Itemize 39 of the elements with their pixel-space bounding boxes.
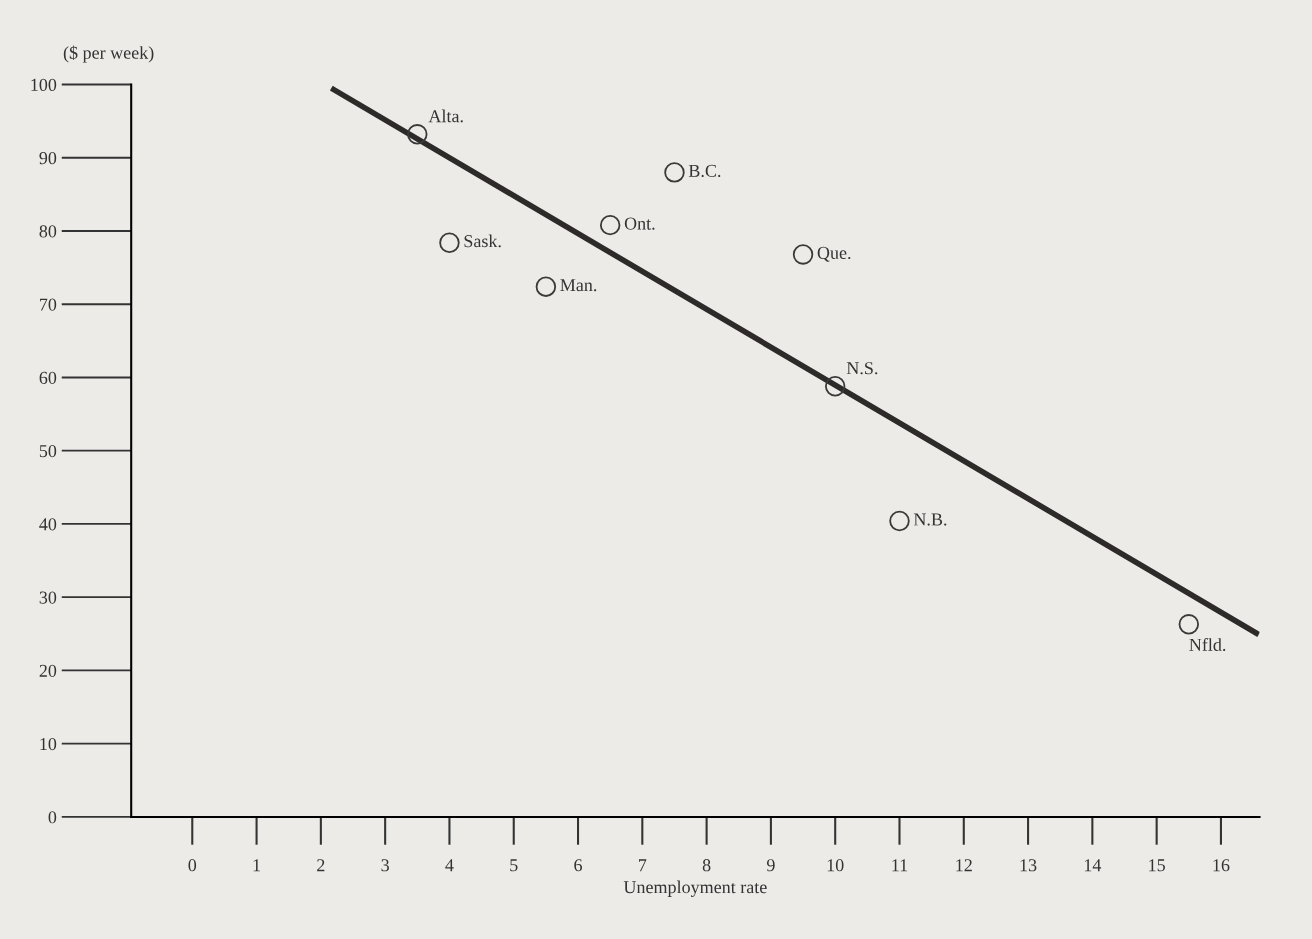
x-tick-label: 4 [445,859,454,872]
x-tick-label: 6 [574,859,582,872]
y-tick-label: 100 [31,78,57,91]
x-tick-label: 1 [253,859,260,872]
y-tick-label: 50 [39,444,57,458]
x-tick-label: 12 [956,859,972,872]
y-tick-label: 40 [39,518,57,531]
y-tick-label: 30 [39,591,57,604]
x-tick-label: 8 [702,859,711,872]
y-tick-label: 20 [39,664,57,677]
x-tick-label: 7 [639,859,647,872]
annotation: N.S. [846,362,878,375]
y-tick-label: 80 [39,225,57,238]
annotation: N.B. [913,513,947,526]
annotation: Alta. [428,109,463,123]
y-tick-label: 0 [48,811,57,824]
x-tick-label: 15 [1149,859,1165,872]
annotation: Ont. [624,217,655,230]
y-tick-label: 60 [39,371,57,384]
x-tick-label: 13 [1020,859,1037,872]
x-tick-label: 14 [1084,859,1102,872]
x-tick-label: 9 [766,859,775,872]
annotation: Nfld. [1189,638,1226,651]
x-tick-label: 5 [510,859,518,872]
x-tick-label: 16 [1213,859,1230,872]
y-tick-label: 90 [39,152,57,165]
x-axis-title: Unemployment rate [623,880,767,897]
annotation: Que. [817,246,851,262]
y-axis-title: ($ per week) [63,45,154,63]
x-tick-label: 2 [317,859,325,872]
x-tick-label: 0 [188,859,197,872]
annotation: Man. [560,279,597,292]
annotation: Sask. [464,234,501,248]
x-tick-label: 3 [381,859,389,872]
y-tick-label: 70 [40,298,57,311]
y-tick-label: 10 [40,737,57,751]
x-tick-label: 11 [892,859,908,872]
x-tick-label: 10 [827,859,844,872]
annotation: B.C. [688,164,721,177]
